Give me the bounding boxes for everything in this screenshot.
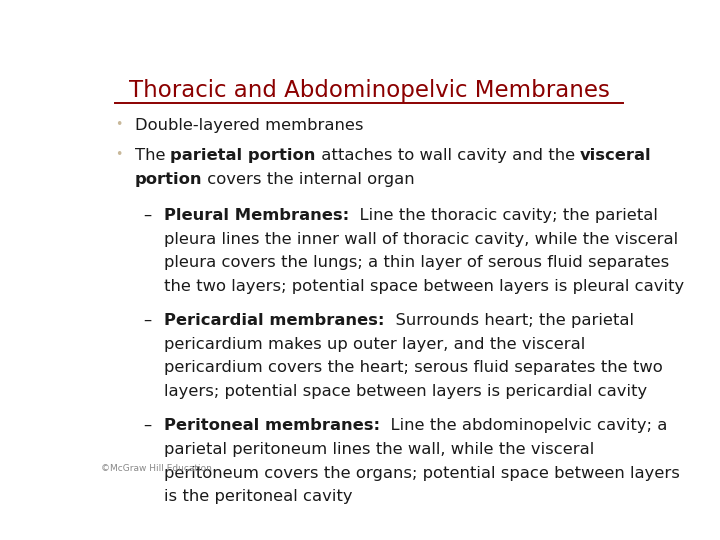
- Text: parietal portion: parietal portion: [171, 148, 316, 163]
- Text: The: The: [135, 148, 171, 163]
- Text: covers the internal organ: covers the internal organ: [202, 172, 415, 187]
- Text: parietal peritoneum lines the wall, while the visceral: parietal peritoneum lines the wall, whil…: [164, 442, 595, 457]
- Text: Thoracic and Abdominopelvic Membranes: Thoracic and Abdominopelvic Membranes: [129, 79, 609, 103]
- Text: –: –: [143, 208, 151, 223]
- Text: –: –: [143, 418, 151, 433]
- Text: pericardium makes up outer layer, and the visceral: pericardium makes up outer layer, and th…: [164, 337, 585, 352]
- Text: peritoneum covers the organs; potential space between layers: peritoneum covers the organs; potential …: [164, 465, 680, 481]
- Text: portion: portion: [135, 172, 202, 187]
- Text: the two layers; potential space between layers is pleural cavity: the two layers; potential space between …: [164, 279, 685, 294]
- Text: –: –: [143, 313, 151, 328]
- Text: pleura lines the inner wall of thoracic cavity, while the visceral: pleura lines the inner wall of thoracic …: [164, 232, 678, 247]
- Text: pleura covers the lungs; a thin layer of serous fluid separates: pleura covers the lungs; a thin layer of…: [164, 255, 670, 270]
- Text: •: •: [115, 148, 122, 161]
- Text: layers; potential space between layers is pericardial cavity: layers; potential space between layers i…: [164, 384, 647, 399]
- Text: •: •: [115, 118, 122, 131]
- Text: Double-layered membranes: Double-layered membranes: [135, 118, 363, 133]
- Text: Line the thoracic cavity; the parietal: Line the thoracic cavity; the parietal: [349, 208, 658, 223]
- Text: attaches to wall cavity and the: attaches to wall cavity and the: [316, 148, 580, 163]
- Text: Pleural Membranes:: Pleural Membranes:: [164, 208, 349, 223]
- Text: pericardium covers the heart; serous fluid separates the two: pericardium covers the heart; serous flu…: [164, 360, 663, 375]
- Text: ©McGraw Hill Education.: ©McGraw Hill Education.: [101, 464, 215, 473]
- Text: Peritoneal membranes:: Peritoneal membranes:: [164, 418, 380, 433]
- Text: Line the abdominopelvic cavity; a: Line the abdominopelvic cavity; a: [380, 418, 667, 433]
- Text: visceral: visceral: [580, 148, 652, 163]
- Text: Surrounds heart; the parietal: Surrounds heart; the parietal: [384, 313, 634, 328]
- Text: Pericardial membranes:: Pericardial membranes:: [164, 313, 384, 328]
- Text: is the peritoneal cavity: is the peritoneal cavity: [164, 489, 353, 504]
